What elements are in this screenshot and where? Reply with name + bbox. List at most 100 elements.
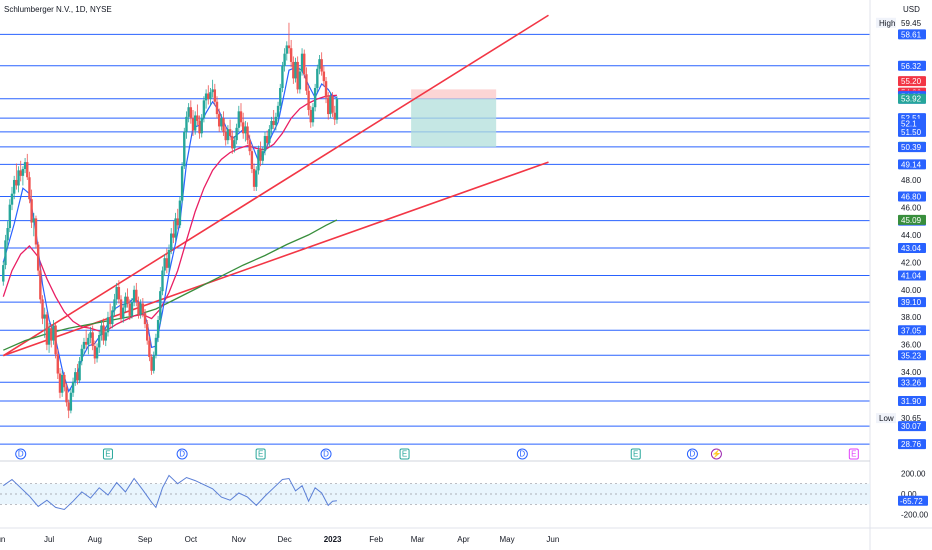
event-marker[interactable]: D [176, 448, 188, 460]
candle [292, 56, 295, 84]
candle [84, 329, 88, 349]
level-label: 49.14 [898, 159, 926, 170]
candle [15, 163, 18, 190]
event-marker[interactable]: ⚡ [710, 448, 722, 460]
candle [178, 196, 182, 229]
candle-body [150, 357, 153, 371]
candle-body [313, 88, 317, 108]
candle [196, 104, 199, 126]
candle [30, 189, 33, 229]
event-marker[interactable]: D [320, 448, 332, 460]
candle [263, 131, 267, 156]
cci-value-bg [898, 495, 928, 506]
candle-body [322, 71, 326, 82]
event-marker[interactable]: D [15, 448, 27, 460]
price-tag-text: 50.39 [901, 143, 922, 152]
candle [287, 22, 291, 54]
event-marker[interactable]: E [630, 448, 641, 460]
time-tick-label: Apr [457, 535, 470, 544]
candle [2, 260, 5, 286]
candle [237, 105, 241, 132]
price-tick-label: 48.00 [901, 176, 922, 185]
candle [113, 293, 116, 316]
level-label: 39.10 [898, 297, 926, 308]
time-tick-label: Sep [138, 535, 153, 544]
candle-body [76, 372, 79, 381]
candle-body [91, 332, 94, 347]
time-tick-label: Oct [185, 535, 198, 544]
candle [122, 303, 125, 323]
candle [50, 324, 53, 348]
candle-body [239, 111, 243, 123]
candle-body [311, 107, 315, 123]
level-label-text: 39.10 [901, 298, 922, 307]
price-tick-label: 44.00 [901, 231, 922, 240]
candle-body [130, 302, 134, 316]
event-markers: D E D E D E D E D ⚡ E [15, 448, 859, 460]
candle [294, 57, 297, 83]
candle-body [196, 115, 199, 121]
price-axis[interactable]: 48.00 46.00 44.00 42.00 40.00 38.00 36.00 34.00… [869, 0, 926, 550]
level-label: 31.90 [898, 395, 926, 406]
candle [289, 39, 293, 68]
candle-body [154, 337, 158, 356]
candle-body [259, 149, 262, 161]
candle-body [115, 287, 118, 300]
candle-body [80, 348, 83, 362]
candle-body [185, 116, 188, 132]
candle-body [172, 233, 175, 238]
candle-body [224, 131, 227, 141]
level-label-text: 30.07 [901, 422, 922, 431]
low-value: 30.65 [901, 414, 922, 423]
time-tick-label: Jun [546, 535, 559, 544]
candle [76, 363, 79, 385]
price-tag-bg [898, 142, 926, 153]
candle-body [19, 170, 22, 176]
candle-body [159, 291, 162, 320]
candle-body [283, 53, 286, 67]
candle [89, 326, 92, 344]
candle [257, 145, 260, 175]
candle-body [12, 179, 16, 194]
candle [252, 163, 256, 191]
time-axis[interactable]: Jun Jul Aug Sep Oct Nov Dec 2023 Feb Mar Apr May Jun [0, 527, 932, 544]
event-marker[interactable]: E [848, 448, 859, 460]
candle-body [263, 136, 267, 152]
candle [248, 134, 251, 156]
candle [10, 186, 14, 211]
level-label: 33.26 [898, 377, 926, 388]
event-marker-label: E [851, 450, 856, 459]
event-marker[interactable]: D [686, 448, 698, 460]
candle [52, 319, 55, 345]
candle-body [63, 374, 66, 388]
event-marker[interactable]: D [516, 448, 528, 460]
level-label: 46.80 [898, 191, 926, 202]
candle-body [108, 317, 112, 325]
candle [80, 344, 83, 366]
candle-body [128, 303, 131, 316]
event-marker[interactable]: E [399, 448, 410, 460]
level-label-bg [898, 297, 926, 308]
candle-body [167, 249, 171, 268]
target-zone [411, 98, 497, 148]
time-tick-label: Aug [88, 535, 102, 544]
candle-body [104, 332, 107, 341]
candle-body [139, 303, 142, 315]
event-marker[interactable]: E [102, 448, 113, 460]
candle-body [289, 48, 293, 62]
level-label-bg [898, 191, 926, 202]
candle-body [43, 314, 46, 319]
dividend-marker-shape [516, 448, 528, 460]
candle [165, 248, 169, 274]
event-marker[interactable]: E [255, 448, 266, 460]
candle-body [248, 140, 251, 152]
candle-body [222, 118, 225, 132]
candle-body [156, 319, 160, 338]
candle [56, 348, 59, 380]
candle-body [95, 347, 99, 359]
candle-body [87, 337, 90, 345]
candle [87, 333, 90, 355]
price-tick-label: 46.00 [901, 203, 922, 212]
candle-body [274, 116, 278, 126]
